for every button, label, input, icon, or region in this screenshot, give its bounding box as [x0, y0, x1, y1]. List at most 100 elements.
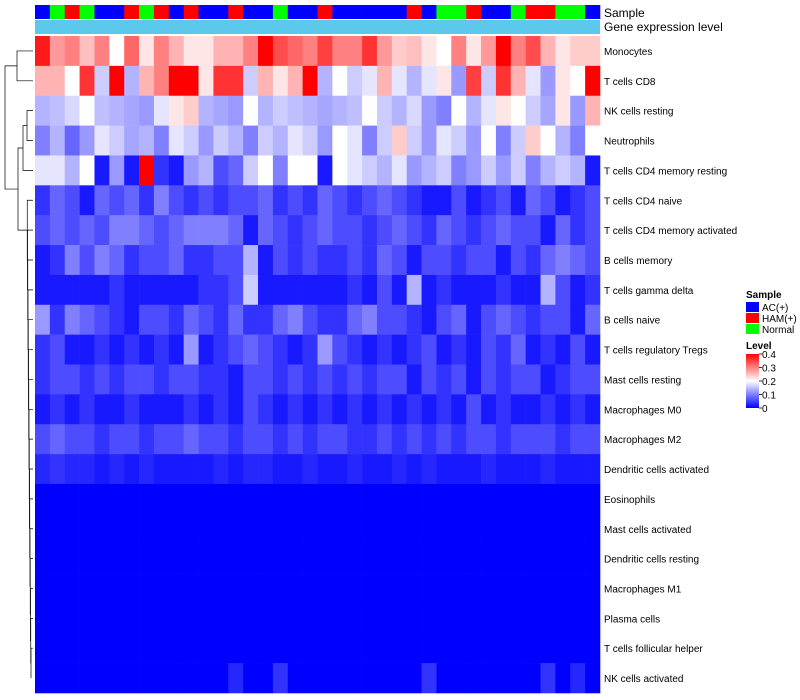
heatmap-cell: [35, 424, 51, 455]
heatmap-cell: [243, 185, 259, 216]
heatmap-cell: [302, 454, 318, 485]
sample-annotation-cell: [332, 5, 348, 19]
dendrogram-branch: [26, 110, 33, 141]
heatmap-cell: [79, 454, 95, 485]
sample-annotation-cell: [451, 5, 467, 19]
heatmap-cell: [317, 513, 333, 544]
heatmap-cell: [510, 633, 526, 664]
heatmap-cell: [287, 513, 303, 544]
heatmap-cell: [585, 334, 601, 365]
heatmap-cell: [35, 304, 51, 335]
heatmap-cell: [376, 334, 393, 365]
heatmap-cell: [109, 245, 125, 276]
heatmap-cell: [124, 454, 140, 485]
heatmap-cell: [570, 245, 586, 276]
heatmap-cell: [406, 543, 422, 574]
heatmap-cell: [481, 633, 497, 664]
heatmap-cell: [139, 274, 155, 306]
heatmap-cell: [272, 334, 289, 365]
heatmap-cell: [139, 304, 155, 335]
heatmap-cell: [139, 364, 155, 395]
heatmap-cell: [391, 573, 408, 604]
heatmap-cell: [79, 304, 95, 335]
heatmap-cell: [258, 543, 274, 574]
heatmap-cell: [49, 483, 66, 515]
heatmap-cell: [347, 364, 363, 395]
heatmap-cell: [421, 304, 437, 335]
heatmap-cell: [421, 125, 437, 156]
heatmap-cell: [585, 394, 601, 425]
heatmap-cell: [35, 573, 51, 604]
heatmap-cell: [540, 155, 556, 186]
heatmap-cell: [451, 304, 467, 335]
heatmap-cell: [139, 663, 155, 694]
heatmap-cell: [570, 483, 586, 515]
heatmap-cell: [555, 334, 571, 365]
heatmap-cell: [332, 334, 348, 365]
heatmap-cell: [198, 454, 214, 485]
heatmap-cell: [525, 543, 541, 574]
heatmap-cell: [183, 215, 199, 246]
sample-annotation-cell: [510, 5, 526, 19]
heatmap-cell: [406, 603, 422, 634]
heatmap-cell: [228, 334, 244, 365]
heatmap-cell: [228, 155, 244, 186]
heatmap-cell: [525, 663, 541, 694]
heatmap-cell: [570, 364, 586, 395]
heatmap-cell: [406, 245, 422, 276]
heatmap-cell: [243, 245, 259, 276]
heatmap-cell: [243, 513, 259, 544]
heatmap-cell: [287, 185, 303, 216]
heatmap-cell: [391, 215, 408, 246]
heatmap-cell: [525, 394, 541, 425]
sample-legend-title: Sample: [746, 290, 782, 301]
heatmap-cell: [376, 543, 393, 574]
heatmap-cell: [347, 394, 363, 425]
sample-legend-swatch: [746, 313, 759, 323]
heatmap-cell: [495, 513, 512, 544]
heatmap-cell: [555, 304, 571, 335]
heatmap-cell: [302, 245, 318, 276]
heatmap-cell: [243, 334, 259, 365]
heatmap-cell: [183, 95, 199, 126]
heatmap-cell: [466, 304, 482, 335]
heatmap-cell: [272, 394, 289, 425]
heatmap-cell: [332, 274, 348, 306]
heatmap-cell: [64, 394, 80, 425]
heatmap-cell: [258, 663, 274, 694]
heatmap-cell: [139, 513, 155, 544]
sample-annotation-cell: [228, 5, 244, 19]
heatmap-cell: [406, 663, 422, 694]
heatmap-cell: [272, 36, 289, 67]
heatmap-cell: [198, 185, 214, 216]
heatmap-cell: [139, 65, 155, 97]
heatmap-cell: [540, 36, 556, 67]
heatmap-cell: [466, 573, 482, 604]
heatmap-cell: [94, 573, 110, 604]
row-label: Macrophages M1: [604, 584, 682, 595]
heatmap-cell: [421, 454, 437, 485]
heatmap-cell: [362, 573, 378, 604]
heatmap-cell: [585, 543, 601, 574]
heatmap-cell: [79, 573, 95, 604]
heatmap-cell: [570, 65, 586, 97]
heatmap-cell: [64, 543, 80, 574]
heatmap-cell: [362, 155, 378, 186]
heatmap-cell: [287, 424, 303, 455]
heatmap-cell: [421, 245, 437, 276]
heatmap-cell: [391, 334, 408, 365]
heatmap-cell: [139, 125, 155, 156]
heatmap-cell: [198, 543, 214, 574]
heatmap-cell: [272, 513, 289, 544]
heatmap-cell: [451, 215, 467, 246]
heatmap-cell: [540, 95, 556, 126]
heatmap-cell: [347, 95, 363, 126]
heatmap-cell: [525, 36, 541, 67]
heatmap-cell: [332, 185, 348, 216]
gene-expression-annotation-track: [35, 20, 600, 34]
heatmap-cell: [525, 633, 541, 664]
heatmap-cell: [466, 364, 482, 395]
heatmap-cell: [481, 663, 497, 694]
heatmap-cell: [362, 513, 378, 544]
heatmap-cell: [272, 95, 289, 126]
